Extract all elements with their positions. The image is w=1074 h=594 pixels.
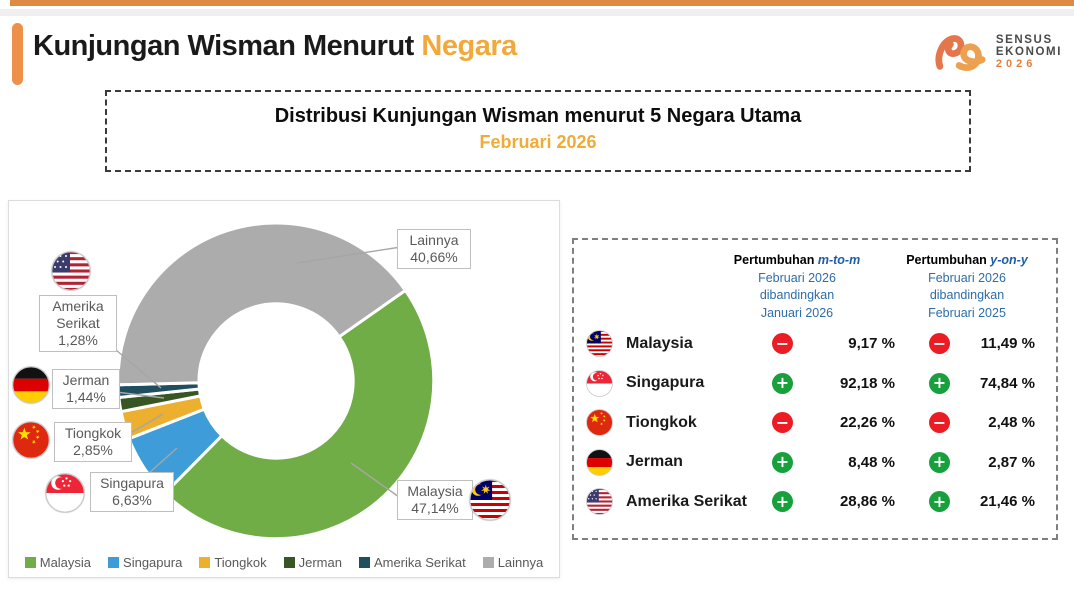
legend-item: Singapura: [108, 555, 182, 570]
legend-item: Amerika Serikat: [358, 555, 466, 570]
legend-item: Lainnya: [482, 555, 543, 570]
top-gray-strip: [0, 9, 1074, 16]
legend-item: Malaysia: [24, 555, 91, 570]
legend-swatch-icon: [199, 557, 211, 568]
legend-swatch-icon: [24, 557, 36, 568]
de-flag-icon: [586, 448, 626, 476]
us-flag-icon: [51, 251, 91, 291]
minus-icon: −: [772, 333, 793, 355]
yoy-value: 2,87 %: [988, 453, 1035, 471]
logo-year: 2026: [995, 57, 1037, 70]
legend-swatch-icon: [482, 557, 494, 568]
table-row: Amerika Serikat + 28,86 % + 21,46 %: [574, 482, 1056, 522]
logo-line2: EKONOMI: [995, 45, 1062, 58]
label-malaysia: Malaysia 47,14%: [397, 480, 473, 521]
germany-flag-icon: [12, 366, 50, 404]
label-lainnya: Lainnya 40,66%: [397, 229, 471, 270]
subtitle-line1: Distribusi Kunjungan Wisman menurut 5 Ne…: [274, 105, 802, 127]
title-accent-pill: [12, 23, 23, 85]
plus-icon: +: [772, 491, 793, 513]
chart-legend: Malaysia Singapura Tiongkok Jerman Ameri…: [9, 555, 559, 570]
plus-icon: +: [772, 372, 793, 394]
minus-icon: −: [772, 412, 793, 434]
my-flag-icon: [586, 330, 626, 358]
plus-icon: +: [929, 372, 950, 394]
subtitle-box: Distribusi Kunjungan Wisman menurut 5 Ne…: [105, 90, 971, 172]
legend-item: Tiongkok: [199, 555, 267, 570]
table-row: Malaysia − 9,17 % − 11,49 %: [574, 324, 1056, 364]
legend-swatch-icon: [108, 557, 120, 568]
donut-chart: [102, 221, 436, 541]
yoy-value: 74,84 %: [979, 374, 1035, 392]
cn-flag-icon: [586, 409, 626, 437]
plus-icon: +: [929, 451, 950, 473]
malaysia-flag-icon: [469, 479, 511, 521]
country-name: Malaysia: [626, 334, 693, 352]
top-accent-bar: [10, 0, 1074, 6]
legend-swatch-icon: [283, 557, 295, 568]
china-flag-icon: [12, 421, 50, 459]
label-amerika-serikat: Amerika Serikat 1,28%: [39, 295, 117, 353]
minus-icon: −: [929, 333, 950, 355]
country-name: Jerman: [626, 453, 683, 471]
country-name: Singapura: [626, 374, 705, 392]
singapore-flag-icon: [45, 473, 85, 513]
growth-table-panel: Pertumbuhan m-to-m Februari 2026 dibandi…: [572, 238, 1058, 540]
mtm-value: 22,26 %: [839, 414, 895, 432]
mtm-value: 9,17 %: [848, 335, 895, 353]
legend-item: Jerman: [283, 555, 342, 570]
logo-ribbon-icon: [932, 28, 990, 76]
growth-table-rows: Malaysia − 9,17 % − 11,49 % Singapura + …: [574, 324, 1056, 522]
label-singapura: Singapura 6,63%: [90, 472, 174, 513]
plus-icon: +: [929, 491, 950, 513]
us-flag-icon: [586, 488, 626, 516]
label-tiongkok: Tiongkok 2,85%: [54, 422, 132, 463]
minus-icon: −: [929, 412, 950, 434]
yoy-value: 21,46 %: [979, 493, 1035, 511]
table-row: Singapura + 92,18 % + 74,84 %: [574, 364, 1056, 404]
label-jerman: Jerman 1,44%: [52, 369, 120, 410]
plus-icon: +: [772, 451, 793, 473]
yoy-value: 2,48 %: [988, 414, 1035, 432]
table-row: Tiongkok − 22,26 % − 2,48 %: [574, 403, 1056, 443]
table-row: Jerman + 8,48 % + 2,87 %: [574, 443, 1056, 483]
donut-chart-panel: Lainnya 40,66% Amerika Serikat 1,28% Jerma…: [8, 200, 560, 578]
mtm-value: 92,18 %: [839, 374, 895, 392]
mtm-value: 8,48 %: [848, 453, 895, 471]
sg-flag-icon: [586, 369, 626, 397]
yoy-value: 11,49 %: [980, 335, 1035, 353]
mtm-value: 28,86 %: [839, 493, 895, 511]
country-name: Amerika Serikat: [626, 492, 747, 510]
page-title: Kunjungan Wisman Menurut Negara: [33, 30, 517, 63]
legend-swatch-icon: [358, 557, 370, 568]
page-title-accent: Negara: [421, 30, 517, 62]
logo-text: SENSUS EKONOMI 2026: [996, 34, 1062, 71]
country-name: Tiongkok: [626, 413, 697, 431]
sensus-ekonomi-logo: SENSUS EKONOMI 2026: [932, 28, 1062, 76]
subtitle-line2: Februari 2026: [479, 132, 597, 152]
mtm-column-header: Pertumbuhan m-to-m Februari 2026 dibandi…: [733, 253, 861, 320]
logo-line1: SENSUS: [995, 33, 1053, 46]
page-title-main: Kunjungan Wisman Menurut: [33, 30, 414, 62]
yoy-column-header: Pertumbuhan y-on-y Februari 2026 dibandi…: [906, 253, 1028, 320]
